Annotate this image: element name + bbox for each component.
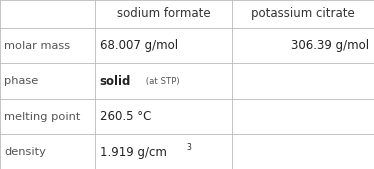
Text: (at STP): (at STP)	[143, 77, 180, 86]
Text: 260.5 °C: 260.5 °C	[100, 110, 151, 123]
Text: 306.39 g/mol: 306.39 g/mol	[291, 39, 370, 52]
Text: 68.007 g/mol: 68.007 g/mol	[100, 39, 178, 52]
Text: 1.919 g/cm: 1.919 g/cm	[100, 146, 167, 159]
Text: solid: solid	[100, 75, 131, 88]
Text: potassium citrate: potassium citrate	[251, 7, 355, 20]
Text: phase: phase	[4, 76, 39, 86]
Text: density: density	[4, 147, 46, 157]
Text: molar mass: molar mass	[4, 41, 71, 51]
Text: melting point: melting point	[4, 112, 81, 122]
Text: sodium formate: sodium formate	[117, 7, 211, 20]
Text: 3: 3	[187, 143, 192, 152]
